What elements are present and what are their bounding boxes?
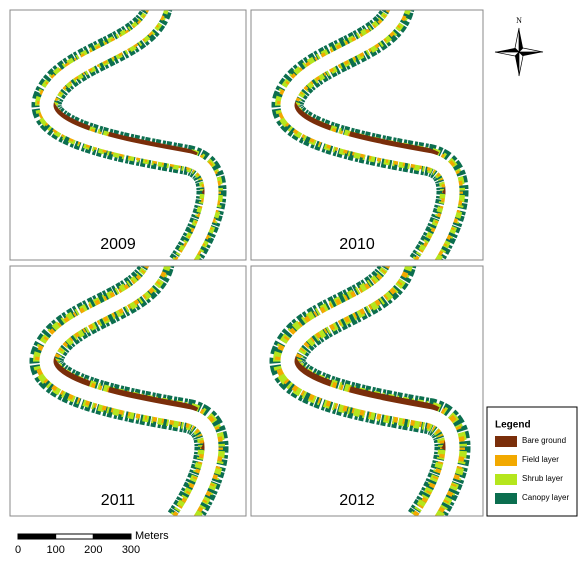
- scale-segment: [18, 534, 56, 539]
- map-panel: 2012: [251, 261, 483, 521]
- panels: 2009 2010 2011 2012: [10, 5, 483, 521]
- panel-year: 2012: [339, 492, 375, 509]
- panel-year: 2010: [339, 236, 375, 253]
- legend-label: Field layer: [522, 455, 559, 464]
- north-label: N: [516, 16, 522, 25]
- scale-label: 0: [15, 544, 21, 556]
- map-panel: 2010: [251, 5, 483, 265]
- map-panel: 2011: [10, 261, 246, 521]
- legend: Legend Bare ground Field layer Shrub layer…: [487, 407, 577, 516]
- panel-year: 2009: [100, 236, 136, 253]
- legend-label: Bare ground: [522, 436, 566, 445]
- scale-segment: [56, 534, 94, 539]
- scale-bar: Meters 0 100 200 300: [15, 530, 169, 556]
- scale-label: 200: [84, 544, 102, 556]
- scale-label: 300: [122, 544, 140, 556]
- legend-label: Shrub layer: [522, 474, 563, 483]
- legend-swatch: [495, 436, 517, 447]
- legend-swatch: [495, 455, 517, 466]
- map-figure: 2009 2010 2011 2012 N Legend Bare ground Fie…: [0, 0, 582, 557]
- map-panel: 2009: [10, 5, 246, 265]
- legend-swatch: [495, 493, 517, 504]
- legend-label: Canopy layer: [522, 493, 569, 502]
- legend-title: Legend: [495, 420, 531, 431]
- scale-unit: Meters: [135, 530, 169, 542]
- legend-swatch: [495, 474, 517, 485]
- scale-label: 100: [46, 544, 64, 556]
- north-arrow: N: [495, 16, 543, 76]
- scale-segment: [93, 534, 131, 539]
- panel-year: 2011: [101, 492, 136, 509]
